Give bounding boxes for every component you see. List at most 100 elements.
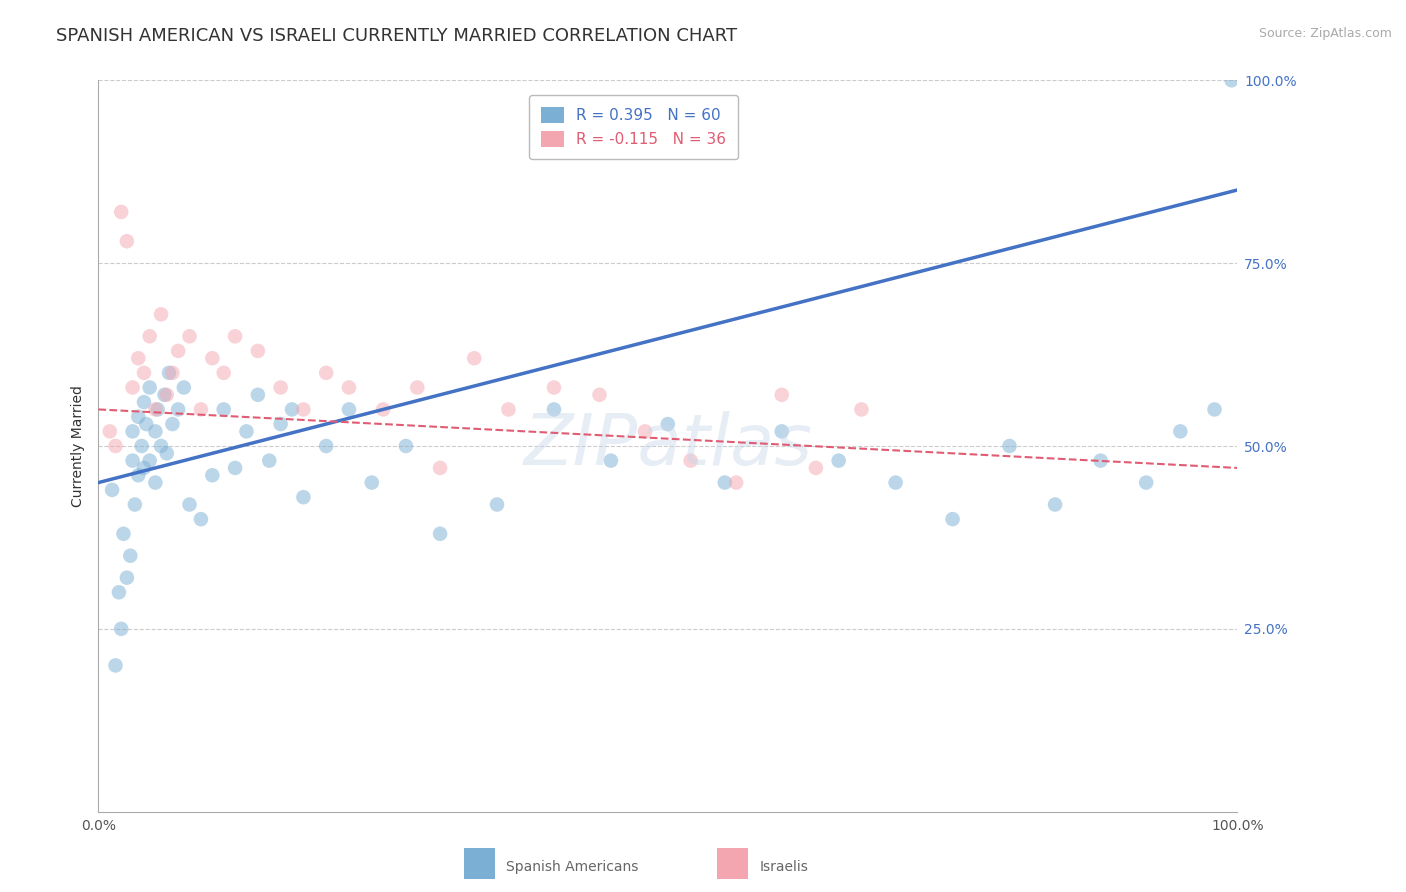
Point — [104, 439, 127, 453]
Point — [150, 439, 173, 453]
Point — [463, 351, 485, 366]
Point — [270, 380, 292, 394]
Point — [138, 453, 160, 467]
Point — [634, 425, 657, 439]
Point — [1135, 475, 1157, 490]
Point — [112, 526, 135, 541]
Point — [104, 658, 127, 673]
Point — [259, 453, 281, 467]
Point — [714, 475, 737, 490]
Point — [224, 329, 246, 343]
Point — [224, 461, 246, 475]
Point — [162, 417, 184, 431]
Point — [156, 388, 179, 402]
Point — [108, 585, 131, 599]
Point — [98, 425, 121, 439]
Point — [132, 395, 155, 409]
Point — [121, 380, 143, 394]
Point — [127, 468, 149, 483]
Text: ZIPatlas: ZIPatlas — [523, 411, 813, 481]
Point — [156, 446, 179, 460]
Point — [1090, 453, 1112, 467]
Point — [145, 475, 167, 490]
Point — [179, 498, 201, 512]
Point — [131, 439, 153, 453]
Point — [588, 388, 610, 402]
Point — [270, 417, 292, 431]
Point — [146, 402, 169, 417]
Point — [173, 380, 195, 394]
Point — [115, 571, 138, 585]
Point — [235, 425, 257, 439]
Point — [167, 402, 190, 417]
Point — [770, 388, 793, 402]
Point — [429, 526, 451, 541]
Point — [498, 402, 520, 417]
Point — [121, 453, 143, 467]
Point — [1043, 498, 1066, 512]
Point — [201, 468, 224, 483]
Point — [679, 453, 702, 467]
Point — [246, 388, 269, 402]
Y-axis label: Currently Married: Currently Married — [72, 385, 86, 507]
Point — [246, 343, 269, 358]
Point — [167, 343, 190, 358]
Point — [157, 366, 180, 380]
Point — [120, 549, 142, 563]
Point — [429, 461, 451, 475]
Point — [127, 409, 149, 424]
Point — [124, 498, 146, 512]
Point — [725, 475, 748, 490]
Legend: R = 0.395   N = 60, R = -0.115   N = 36: R = 0.395 N = 60, R = -0.115 N = 36 — [529, 95, 738, 160]
Point — [292, 490, 315, 504]
Point — [115, 234, 138, 248]
Point — [153, 388, 176, 402]
Point — [145, 425, 167, 439]
Point — [212, 402, 235, 417]
Point — [543, 402, 565, 417]
Point — [543, 380, 565, 394]
Point — [150, 307, 173, 321]
Point — [600, 453, 623, 467]
Point — [190, 512, 212, 526]
Point — [395, 439, 418, 453]
Point — [127, 351, 149, 366]
Point — [337, 380, 360, 394]
Point — [315, 439, 337, 453]
Point — [315, 366, 337, 380]
Point — [281, 402, 304, 417]
Point — [212, 366, 235, 380]
Point — [1170, 425, 1192, 439]
Point — [292, 402, 315, 417]
Point — [337, 402, 360, 417]
Text: SPANISH AMERICAN VS ISRAELI CURRENTLY MARRIED CORRELATION CHART: SPANISH AMERICAN VS ISRAELI CURRENTLY MA… — [56, 27, 737, 45]
Point — [371, 402, 394, 417]
Text: Spanish Americans: Spanish Americans — [506, 860, 638, 874]
Point — [942, 512, 965, 526]
Point — [657, 417, 679, 431]
Point — [162, 366, 184, 380]
Point — [179, 329, 201, 343]
Point — [201, 351, 224, 366]
Point — [132, 461, 155, 475]
Point — [190, 402, 212, 417]
Point — [132, 366, 155, 380]
Point — [406, 380, 429, 394]
Point — [121, 425, 143, 439]
Point — [145, 402, 167, 417]
Point — [851, 402, 873, 417]
Point — [138, 380, 160, 394]
Point — [138, 329, 160, 343]
Point — [1204, 402, 1226, 417]
Point — [998, 439, 1021, 453]
Point — [804, 461, 827, 475]
Point — [828, 453, 851, 467]
Text: Source: ZipAtlas.com: Source: ZipAtlas.com — [1258, 27, 1392, 40]
Point — [110, 622, 132, 636]
Point — [770, 425, 793, 439]
Point — [884, 475, 907, 490]
Text: Israelis: Israelis — [759, 860, 808, 874]
Point — [135, 417, 157, 431]
Point — [360, 475, 382, 490]
Point — [101, 483, 124, 497]
